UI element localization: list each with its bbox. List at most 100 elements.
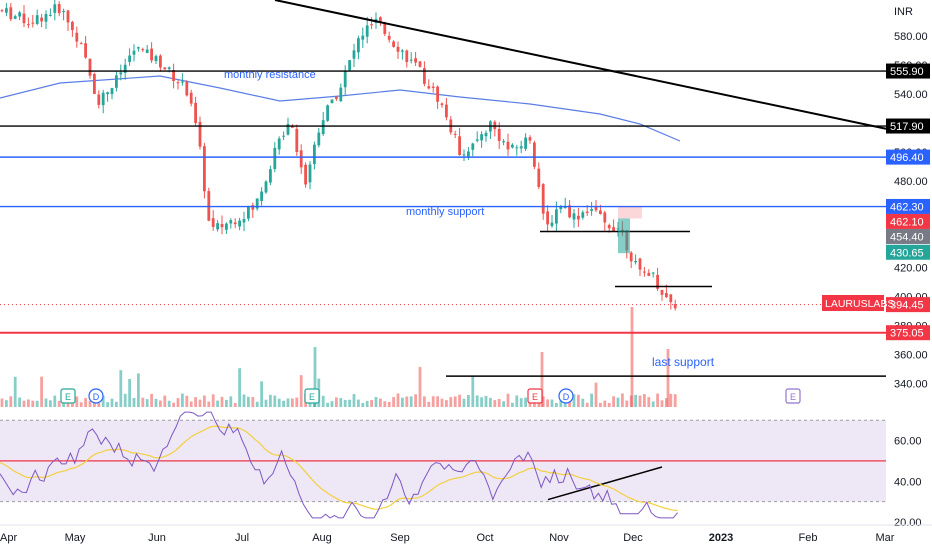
candle-body <box>533 142 536 167</box>
volume-bar <box>176 398 180 407</box>
price-label-text: 517.90 <box>890 121 924 133</box>
candle-body <box>414 58 417 63</box>
candle-body <box>348 60 351 71</box>
candle-body <box>528 137 532 141</box>
volume-bar <box>616 397 620 407</box>
candle-body <box>181 81 184 83</box>
volume-bar <box>453 396 457 407</box>
volume-bar <box>585 402 589 407</box>
volume-bar <box>387 401 391 407</box>
rsi-tick-label: 40.00 <box>894 476 922 488</box>
volume-spike <box>313 347 317 407</box>
volume-bar <box>493 400 497 407</box>
event-marker-e[interactable]: E <box>304 388 320 404</box>
rsi-lines <box>0 411 678 519</box>
volume-bar <box>621 393 624 407</box>
candle-body <box>590 209 593 211</box>
candle-body <box>431 86 435 88</box>
volume-spike <box>666 349 670 407</box>
price-label-text: 555.90 <box>890 66 924 78</box>
event-letter: D <box>563 392 570 402</box>
event-marker-e[interactable]: E <box>60 388 76 404</box>
candle-body <box>238 220 241 227</box>
candle-body <box>132 50 136 55</box>
event-marker-e[interactable]: E <box>785 388 801 404</box>
candle-body <box>440 103 444 105</box>
price-label-bg <box>886 118 930 134</box>
volume-bar <box>665 398 668 407</box>
event-marker-d[interactable]: D <box>558 388 574 404</box>
trend-lines[interactable] <box>274 0 887 501</box>
volume-bar <box>88 400 92 407</box>
volume-bar <box>145 399 149 407</box>
candle-body <box>405 50 409 63</box>
volume-bar <box>634 394 637 407</box>
candle-body <box>44 14 48 22</box>
time-tick-label: Mar <box>876 532 895 544</box>
time-axis[interactable]: Apr May Jun Jul Aug Sep Oct Nov Dec 2023 Feb Mar <box>0 524 932 544</box>
event-marker-e[interactable]: E <box>527 388 543 404</box>
volume-bar <box>559 396 563 407</box>
price-tick-label: 540.00 <box>894 89 928 101</box>
candle-body <box>40 17 43 22</box>
volume-bar <box>502 401 505 407</box>
candle-body <box>71 21 74 31</box>
event-box <box>60 388 76 404</box>
candle-body <box>515 147 519 149</box>
volume-bar <box>277 398 281 407</box>
volume-bar <box>594 382 598 407</box>
candle-body <box>49 14 52 16</box>
candle-body <box>277 138 281 150</box>
price-tick-label: 340.00 <box>894 378 928 390</box>
volume-bar <box>84 398 87 407</box>
price-axis[interactable]: INR 580.00560.00540.00500.00480.00440.00… <box>886 0 932 550</box>
candle-body <box>357 38 360 53</box>
volume-bar <box>524 397 527 407</box>
candle-body <box>194 102 197 124</box>
volume-bar <box>449 397 453 407</box>
time-tick-label: Jun <box>148 532 166 544</box>
time-tick-label: Aug <box>312 532 332 544</box>
time-tick-label: 2023 <box>709 532 733 544</box>
candle-body <box>189 92 193 104</box>
candle-body <box>581 212 585 218</box>
volume-bar <box>572 394 576 407</box>
candle-body <box>0 10 4 12</box>
candle-body <box>383 23 387 34</box>
downtrend-line <box>274 0 887 130</box>
annotation-last-support: last support <box>652 355 715 369</box>
price-labels: 555.90 517.90 496.40 462.30 462.10 454.40 430.… <box>886 63 930 341</box>
candle-body <box>651 272 655 274</box>
candle-body <box>79 43 83 45</box>
price-label-text: 375.05 <box>890 328 924 340</box>
event-marker-d[interactable]: D <box>88 388 104 404</box>
candle-body <box>154 56 158 62</box>
volume-bar <box>497 398 501 407</box>
volume-bar <box>326 402 329 407</box>
price-label-bg <box>886 228 930 244</box>
candle-body <box>163 67 167 70</box>
volume-bar <box>339 398 343 407</box>
volume-bar <box>62 402 65 407</box>
candle-body <box>233 222 237 225</box>
price-label-bg <box>886 244 930 260</box>
horizontal-levels[interactable] <box>0 70 886 334</box>
volume-bar <box>471 375 475 407</box>
candle-body <box>370 24 373 26</box>
price-label-text: 394.45 <box>890 300 924 312</box>
volume-bar <box>286 398 290 407</box>
candle-body <box>475 139 479 141</box>
candle-body <box>458 136 461 156</box>
volume-bar <box>357 399 360 407</box>
volume-bar <box>550 399 554 407</box>
volume-bar <box>115 401 118 407</box>
candle-body <box>502 141 505 143</box>
candle-body <box>330 99 334 104</box>
candle-body <box>18 12 21 17</box>
volume-bar <box>27 399 30 407</box>
candle-body <box>638 258 642 270</box>
candle-body <box>612 227 615 232</box>
volume-bar <box>401 397 404 407</box>
